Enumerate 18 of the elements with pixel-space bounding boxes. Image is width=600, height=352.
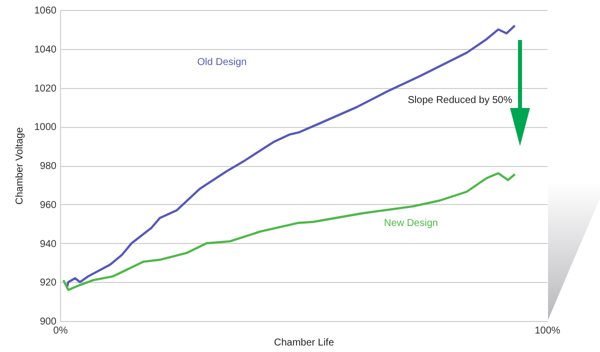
line-series (62, 172, 516, 291)
x-axis-title: Chamber Life (274, 338, 334, 348)
x-tick-label: 0% (53, 326, 68, 336)
text: Old Design (197, 57, 247, 68)
y-tick-label: 1020 (34, 83, 57, 94)
y-tick-label: 980 (40, 161, 57, 172)
series-label: New Design (384, 218, 438, 229)
y-tick-label: 900 (40, 316, 57, 328)
line-series (66, 24, 516, 290)
y-tick-label: 940 (40, 238, 57, 250)
y-tick-label: 920 (40, 278, 57, 289)
y-tick-label: 1060 (34, 6, 57, 16)
y-tick-label: 1000 (34, 122, 57, 134)
x-tick-label: 100% (534, 326, 560, 336)
y-axis-title: Chamber Voltage (14, 126, 26, 205)
y-tick-label: 960 (40, 200, 57, 211)
annotation: Slope Reduced by 50% (408, 95, 512, 106)
y-tick-label: 1040 (34, 44, 57, 56)
